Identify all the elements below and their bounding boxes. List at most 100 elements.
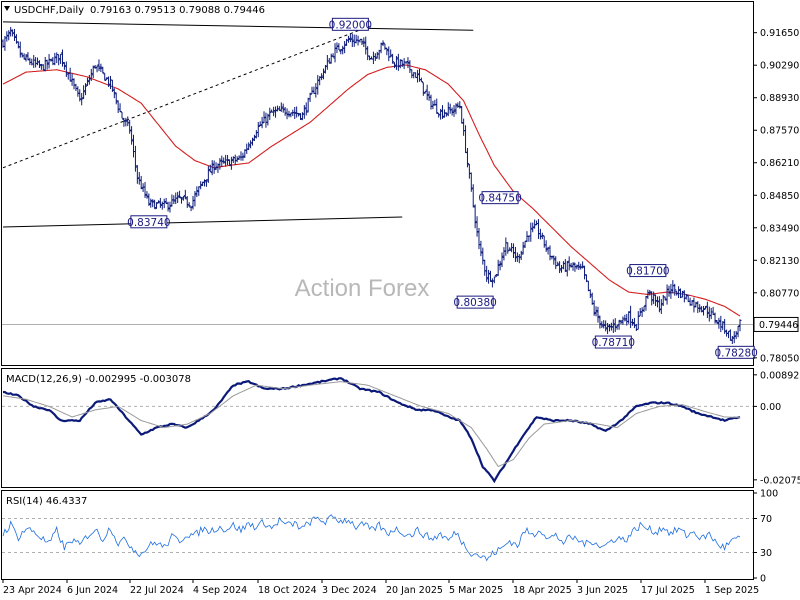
price-bar bbox=[705, 301, 709, 318]
y-tick-label: 0.84850 bbox=[760, 191, 799, 202]
price-bar bbox=[715, 319, 719, 324]
macd-y-tick-label: -0.020759 bbox=[760, 475, 800, 486]
price-bar bbox=[675, 290, 679, 296]
price-bar bbox=[214, 162, 218, 171]
price-bar bbox=[736, 325, 740, 338]
price-bar bbox=[469, 172, 473, 192]
price-bar bbox=[381, 40, 385, 47]
price-bar bbox=[64, 61, 68, 78]
price-bar bbox=[208, 164, 212, 173]
price-bar bbox=[101, 66, 105, 74]
price-bar bbox=[274, 106, 278, 118]
price-bar bbox=[650, 291, 654, 306]
price-bar bbox=[552, 255, 556, 265]
price-bar bbox=[281, 103, 285, 113]
price-bar bbox=[588, 289, 592, 299]
price-bar bbox=[540, 232, 544, 240]
price-bar bbox=[166, 201, 170, 212]
price-bar bbox=[394, 55, 398, 70]
price-bar bbox=[655, 296, 659, 308]
price-bar bbox=[168, 201, 172, 213]
price-bar bbox=[454, 103, 458, 115]
price-bar bbox=[446, 102, 450, 117]
price-bar bbox=[425, 84, 429, 101]
price-bar bbox=[195, 186, 199, 198]
price-bar bbox=[615, 325, 619, 330]
level-value: 0.78280 bbox=[714, 347, 757, 359]
current-price-box bbox=[753, 316, 799, 332]
price-bar bbox=[41, 64, 45, 71]
price-bar bbox=[293, 107, 297, 119]
price-bar bbox=[692, 297, 696, 313]
level-value: 0.92000 bbox=[329, 19, 372, 31]
price-bar bbox=[606, 323, 610, 335]
price-bar bbox=[37, 60, 41, 69]
price-bar bbox=[251, 137, 255, 146]
price-bar bbox=[364, 36, 368, 55]
price-bar bbox=[135, 165, 139, 184]
price-bar bbox=[84, 83, 88, 96]
x-tick-label: 6 Jun 2024 bbox=[67, 585, 118, 596]
price-bar bbox=[210, 160, 214, 176]
price-bar bbox=[703, 305, 707, 310]
price-bar bbox=[654, 294, 658, 307]
price-bar bbox=[531, 222, 535, 233]
price-bar bbox=[68, 67, 72, 82]
price-bar bbox=[592, 300, 596, 316]
price-bar bbox=[471, 184, 475, 208]
level-label: 0.83740 bbox=[127, 215, 171, 229]
price-bar bbox=[677, 286, 681, 298]
signal-line bbox=[2, 381, 741, 468]
price-bar bbox=[492, 276, 496, 284]
price-bar bbox=[5, 31, 9, 42]
price-bar bbox=[494, 273, 498, 278]
price-bar bbox=[11, 29, 15, 37]
price-bar bbox=[558, 261, 562, 274]
symbol-label: USDCHF,Daily bbox=[14, 5, 84, 16]
price-bar bbox=[360, 38, 364, 45]
x-tick-label: 4 Sep 2024 bbox=[193, 585, 247, 596]
price-bar bbox=[594, 306, 598, 317]
price-bar bbox=[193, 191, 197, 207]
price-bar bbox=[247, 142, 251, 151]
price-bar bbox=[212, 160, 216, 174]
price-bar bbox=[314, 83, 318, 98]
price-bar bbox=[300, 112, 304, 121]
price-bar bbox=[506, 242, 510, 254]
price-bar bbox=[385, 47, 389, 56]
macd-y-tick-label: 0.008923 bbox=[760, 370, 800, 381]
price-bar bbox=[460, 106, 464, 124]
price-bar bbox=[416, 69, 420, 83]
price-bar bbox=[627, 311, 631, 324]
price-bar bbox=[730, 335, 734, 344]
dropdown-arrow-icon[interactable] bbox=[4, 6, 10, 11]
price-bar bbox=[529, 222, 533, 242]
price-bar bbox=[60, 49, 64, 67]
price-bar bbox=[694, 301, 698, 308]
price-bar bbox=[110, 79, 114, 92]
level-box bbox=[594, 335, 632, 349]
moving-average-line bbox=[2, 64, 741, 317]
price-bar bbox=[149, 198, 153, 208]
price-bar bbox=[702, 305, 706, 316]
rsi-label: RSI(14) 46.4337 bbox=[6, 496, 87, 507]
price-bar bbox=[62, 62, 66, 70]
price-bar bbox=[220, 155, 224, 167]
price-bar bbox=[640, 307, 644, 318]
price-bar bbox=[298, 113, 302, 120]
level-box bbox=[331, 17, 369, 31]
price-bar bbox=[617, 319, 621, 330]
price-bar bbox=[341, 45, 345, 55]
price-bar bbox=[66, 72, 70, 80]
price-bar bbox=[421, 82, 425, 96]
price-bar bbox=[118, 103, 122, 113]
price-bar bbox=[550, 255, 554, 260]
price-bar bbox=[521, 241, 525, 255]
price-bar bbox=[297, 112, 301, 117]
price-bar bbox=[85, 77, 89, 87]
price-bar bbox=[444, 112, 448, 117]
price-bar bbox=[638, 307, 642, 317]
price-bar bbox=[256, 122, 260, 138]
x-tick-label: 20 Jan 2025 bbox=[386, 585, 443, 596]
